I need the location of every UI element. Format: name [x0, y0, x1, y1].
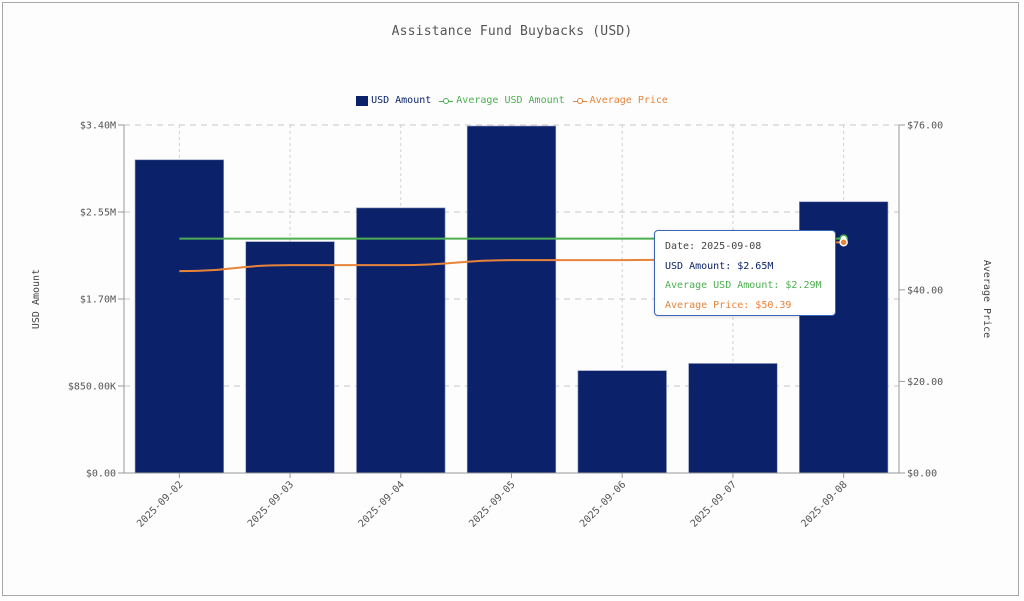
- y2-tick-label: $76.00: [907, 121, 943, 132]
- legend-label: Average Price: [589, 95, 668, 106]
- bar-2025-09-02: [134, 159, 224, 474]
- x-tick-label: 2025-09-02: [135, 479, 185, 529]
- x-tick-label: 2025-09-06: [578, 479, 628, 529]
- y2-axis-title: Average Price: [981, 260, 992, 338]
- legend-item-usd-amount[interactable]: USD Amount: [356, 95, 431, 106]
- tooltip-usd-amount: USD Amount: $2.65M: [665, 260, 774, 272]
- bar-2025-09-05: [466, 125, 557, 474]
- average-price-point-active: [839, 238, 848, 247]
- x-tick-label: 2025-09-03: [246, 479, 296, 529]
- y2-tick-label: $0.00: [907, 469, 937, 480]
- bars: [134, 125, 889, 474]
- y-axis-title: USD Amount: [31, 269, 42, 329]
- chart-title: Assistance Fund Buybacks (USD): [391, 24, 633, 39]
- x-tick-label: 2025-09-04: [357, 479, 407, 529]
- legend-item-average-usd-amount[interactable]: Average USD Amount: [439, 95, 565, 106]
- y-tick-label: $1.70M: [80, 295, 116, 306]
- bar-2025-09-07: [688, 363, 778, 474]
- bar-2025-09-04: [356, 207, 446, 474]
- tooltip-avg-price: Average Price: $50.39: [665, 299, 792, 311]
- bar-swatch-icon: [356, 95, 369, 106]
- tooltip-date: Date: 2025-09-08: [665, 241, 762, 252]
- tooltip: Date: 2025-09-08 USD Amount: $2.65M Aver…: [654, 230, 836, 316]
- tooltip-avg-usd-amount: Average USD Amount: $2.29M: [665, 280, 822, 291]
- y-tick-label: $2.55M: [80, 208, 116, 219]
- bar-2025-09-03: [245, 241, 335, 474]
- y-tick-label: $3.40M: [80, 121, 116, 132]
- line-swatch-icon: [572, 96, 587, 106]
- x-tick-label: 2025-09-05: [467, 479, 517, 529]
- legend-label: Average USD Amount: [456, 95, 565, 106]
- legend-item-average-price[interactable]: Average Price: [572, 95, 668, 106]
- chart-legend: USD Amount Average USD Amount Average Pr…: [0, 95, 1024, 106]
- y2-tick-label: $20.00: [907, 377, 943, 388]
- x-tick-label: 2025-09-07: [689, 479, 739, 529]
- bar-2025-09-06: [577, 370, 667, 474]
- line-swatch-icon: [439, 96, 454, 106]
- x-tick-label: 2025-09-08: [799, 479, 849, 529]
- y-tick-label: $850.00K: [68, 382, 116, 393]
- y-tick-label: $0.00: [86, 469, 116, 480]
- y2-tick-label: $40.00: [907, 285, 943, 296]
- legend-label: USD Amount: [371, 95, 432, 106]
